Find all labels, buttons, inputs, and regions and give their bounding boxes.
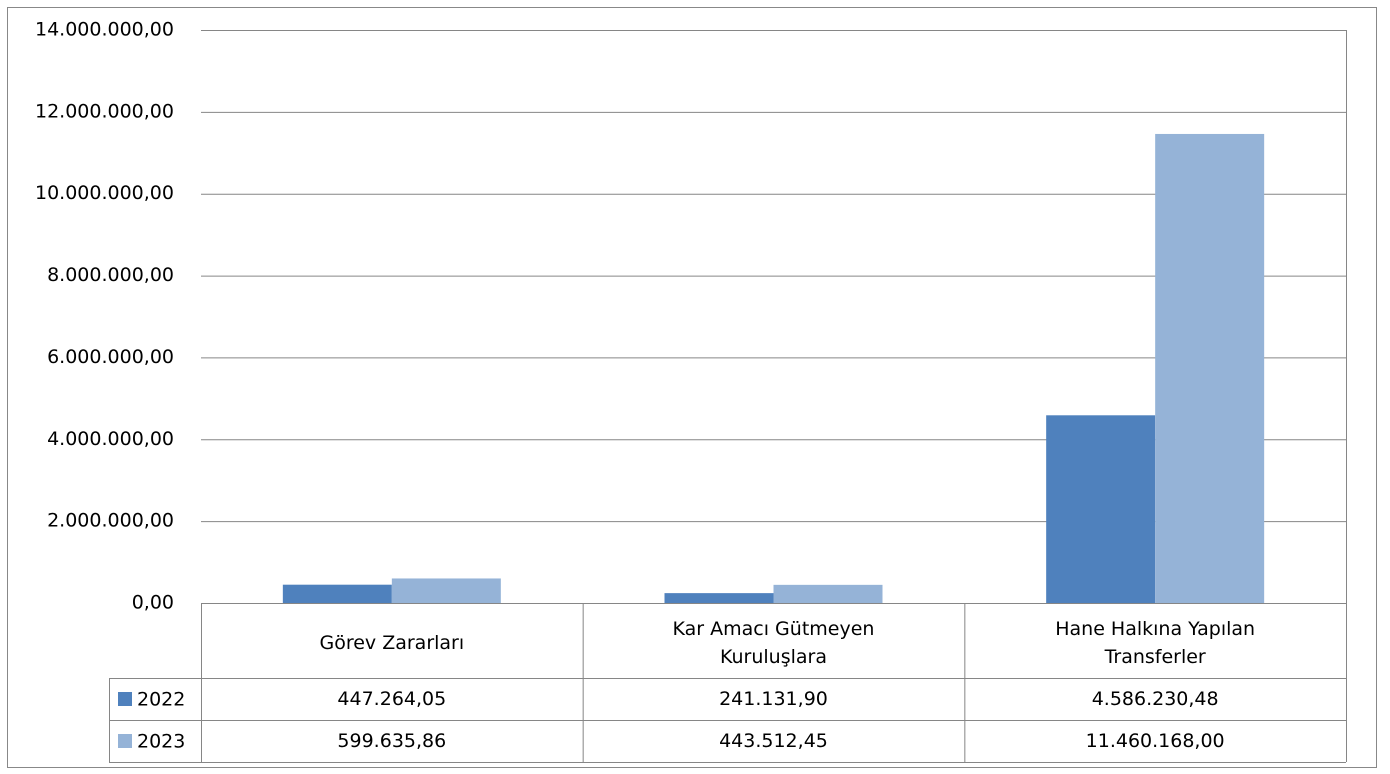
category-label: Kar Amacı Gütmeyen Kuruluşlara [583, 607, 965, 678]
y-tick-label: 10.000.000,00 [35, 182, 174, 204]
value-label-text: 447.264,05 [337, 688, 447, 710]
category-label: Hane Halkına Yapılan Transferler [964, 607, 1346, 678]
chart-border [7, 7, 1377, 768]
category-label-text: Kar Amacı Gütmeyen Kuruluşlara [672, 617, 875, 668]
bar [773, 584, 883, 603]
bar [664, 593, 774, 603]
category-label-text: Görev Zararları [319, 631, 465, 654]
y-tick-label: 14.000.000,00 [35, 19, 174, 41]
y-tick-label: 4.000.000,00 [47, 428, 174, 450]
legend-label: 2023 [137, 731, 185, 753]
legend-label: 2022 [137, 689, 185, 711]
value-label-text: 11.460.168,00 [1085, 730, 1225, 752]
bar [1046, 415, 1156, 603]
bar [282, 584, 392, 603]
value-label: 11.460.168,00 [964, 720, 1346, 762]
y-tick-label: 2.000.000,00 [47, 510, 174, 532]
bar [1155, 133, 1265, 603]
value-label-text: 4.586.230,48 [1091, 688, 1219, 710]
value-label: 599.635,86 [201, 720, 583, 762]
value-label-text: 241.131,90 [719, 688, 828, 710]
y-tick-label: 6.000.000,00 [47, 346, 174, 368]
value-label: 241.131,90 [583, 678, 965, 720]
legend-key [118, 734, 132, 748]
category-label-text: Hane Halkına Yapılan Transferler [1055, 617, 1256, 668]
legend-key [118, 692, 132, 706]
y-tick-label: 12.000.000,00 [35, 100, 174, 122]
value-label: 447.264,05 [201, 678, 583, 720]
value-label: 4.586.230,48 [964, 678, 1346, 720]
value-label-text: 443.512,45 [719, 730, 828, 752]
value-label: 443.512,45 [583, 720, 965, 762]
category-label: Görev Zararları [201, 607, 583, 678]
y-tick-label: 8.000.000,00 [47, 264, 174, 286]
bar [391, 578, 501, 603]
value-label-text: 599.635,86 [337, 730, 447, 752]
y-tick-label: 0,00 [132, 592, 174, 614]
